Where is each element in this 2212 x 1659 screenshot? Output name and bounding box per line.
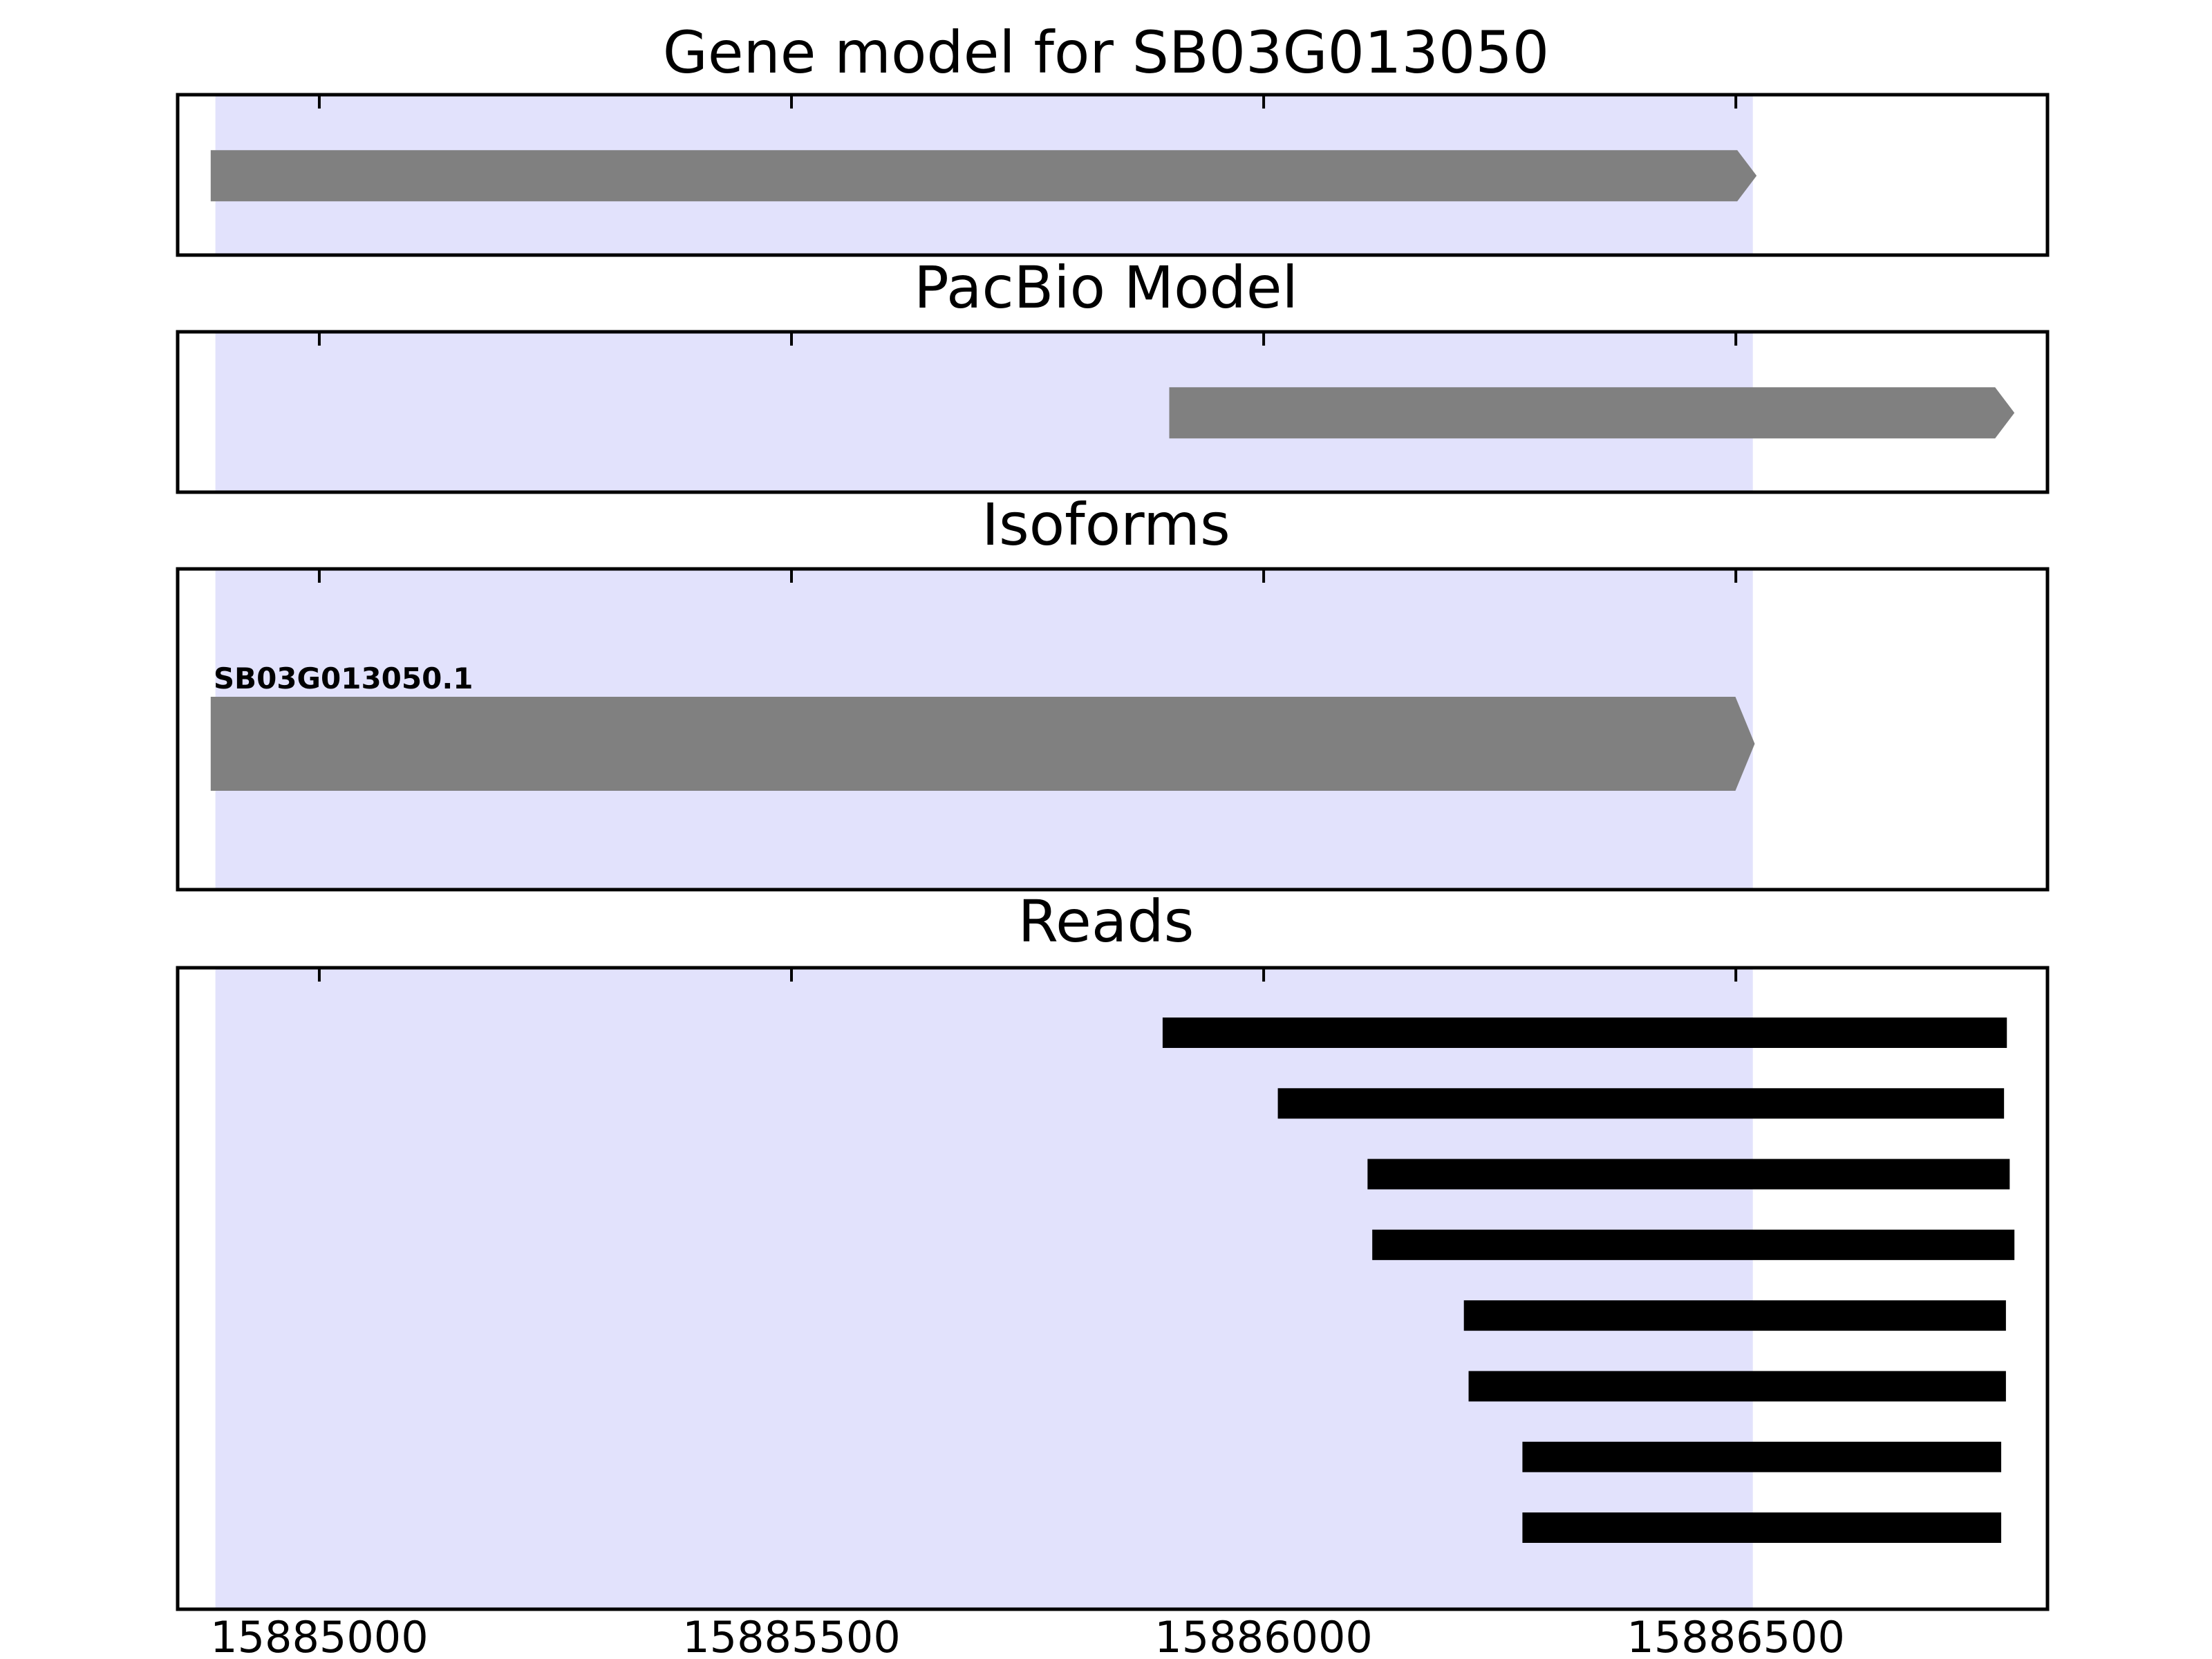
- panel-frame: [176, 966, 2050, 1611]
- read-bar: [1367, 1159, 2010, 1190]
- x-tick-label: 15885000: [210, 1612, 429, 1659]
- panel-frame: [176, 93, 2050, 257]
- panel-title-gene-model: Gene model for SB03G013050: [663, 19, 1549, 86]
- x-tick-label: 15886500: [1627, 1612, 1845, 1659]
- read-bar: [1463, 1300, 2006, 1331]
- read-bar: [1372, 1229, 2015, 1260]
- panel-frame: [176, 330, 2050, 494]
- isoform-label: SB03G013050.1: [214, 662, 474, 695]
- reads-plot-area: [176, 966, 2050, 1611]
- panel-gene-model: Gene model for SB03G013050: [176, 19, 2050, 257]
- gene-feature-arrow: [210, 697, 1755, 791]
- read-bar: [1277, 1088, 2005, 1119]
- gene-feature-arrow: [210, 150, 1757, 202]
- panel-frame: [176, 567, 2050, 892]
- panel-reads: Reads: [176, 888, 2050, 1611]
- gene-model-plot-area: [176, 93, 2050, 257]
- panel-title-reads: Reads: [1018, 888, 1194, 955]
- isoforms-plot-area: SB03G013050.1: [176, 567, 2050, 892]
- gene-feature-arrow: [1169, 387, 2015, 439]
- highlight-region: [215, 968, 1753, 1609]
- read-bar: [1522, 1512, 2002, 1543]
- x-tick-label: 15885500: [682, 1612, 901, 1659]
- panel-pacbio-model: PacBio Model: [176, 254, 2050, 494]
- read-bar: [1162, 1018, 2007, 1048]
- x-tick-label: 15886000: [1154, 1612, 1373, 1659]
- panel-isoforms: Isoforms SB03G013050.1: [176, 491, 2050, 892]
- pacbio-model-plot-area: [176, 330, 2050, 494]
- panel-title-pacbio-model: PacBio Model: [914, 254, 1298, 321]
- panel-title-isoforms: Isoforms: [982, 491, 1230, 559]
- read-bar: [1468, 1371, 2006, 1402]
- read-bar: [1522, 1441, 2002, 1472]
- x-axis-tick-labels: 15885000 15885500 15886000 15886500: [210, 1612, 1845, 1659]
